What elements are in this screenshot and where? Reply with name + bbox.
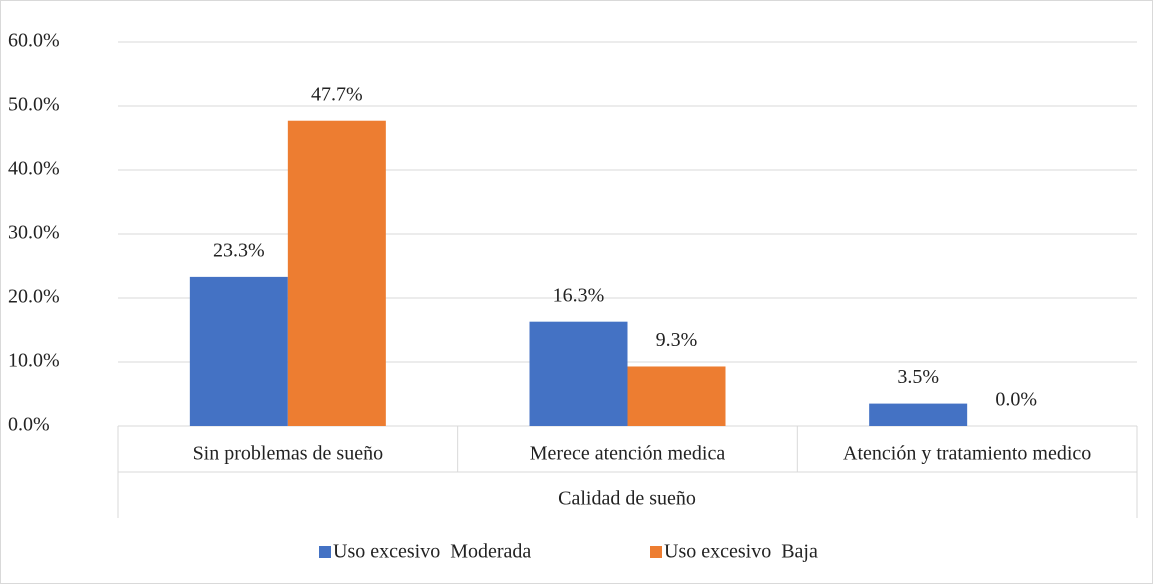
y-tick-label: 30.0% — [8, 222, 60, 244]
y-tick-label: 0.0% — [8, 414, 50, 436]
legend-label: Uso excesivo Baja — [664, 541, 818, 563]
y-tick-label: 40.0% — [8, 158, 60, 180]
x-tick-label: Atención y tratamiento medico — [843, 443, 1091, 465]
data-label: 47.7% — [311, 83, 363, 105]
legend-label: Uso excesivo Moderada — [333, 541, 531, 563]
y-tick-label: 60.0% — [8, 30, 60, 52]
x-tick-label: Sin problemas de sueño — [193, 443, 384, 465]
x-axis-title: Calidad de sueño — [558, 488, 696, 510]
data-label: 16.3% — [553, 284, 605, 306]
x-tick-label: Merece atención medica — [530, 443, 726, 465]
bar — [189, 276, 288, 426]
data-label: 3.5% — [897, 366, 939, 388]
bar — [869, 403, 968, 426]
bar — [529, 321, 628, 426]
data-label: 23.3% — [213, 239, 265, 261]
data-label: 9.3% — [656, 329, 698, 351]
data-label: 0.0% — [995, 389, 1037, 411]
legend-swatch — [650, 546, 662, 558]
legend-swatch — [319, 546, 331, 558]
bar — [627, 366, 726, 426]
y-tick-label: 10.0% — [8, 350, 60, 372]
bar — [287, 120, 386, 426]
y-tick-label: 50.0% — [8, 94, 60, 116]
y-tick-label: 20.0% — [8, 286, 60, 308]
